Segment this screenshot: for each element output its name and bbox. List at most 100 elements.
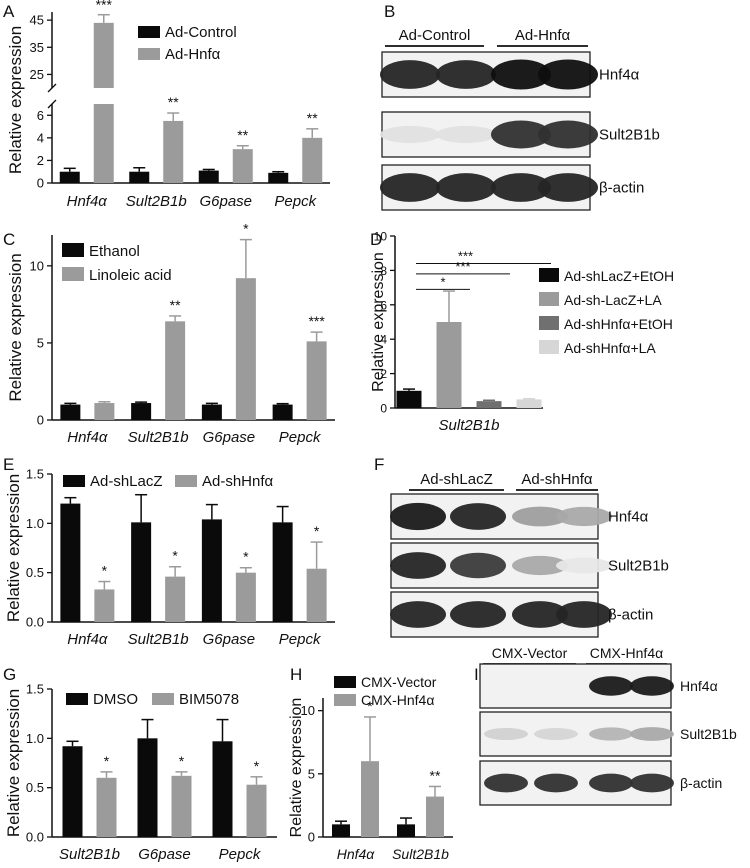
- blot-row-label: β-actin: [680, 775, 722, 791]
- blot-band: [630, 676, 674, 696]
- y-tick-label: 10: [374, 230, 388, 244]
- legend-label: Ad-sh-LacZ+LA: [564, 292, 662, 308]
- legend-swatch: [138, 48, 160, 60]
- blot-group-label: Ad-Hnfα: [515, 27, 571, 44]
- significance-label: *: [243, 221, 249, 237]
- blot-row-label: Hnf4α: [680, 678, 718, 694]
- y-tick-label: 4: [37, 130, 44, 145]
- y-tick-label: 0: [37, 176, 44, 191]
- legend-label: Ad-Control: [165, 24, 237, 41]
- bar: [60, 404, 81, 420]
- bar: [332, 824, 350, 837]
- x-tick-label: Pepck: [219, 846, 262, 863]
- blot-band: [538, 120, 598, 149]
- y-tick-label: 25: [30, 67, 44, 82]
- bar: [165, 576, 186, 622]
- legend-label: Linoleic acid: [89, 267, 172, 284]
- bracket-significance: ***: [458, 249, 473, 264]
- legend-label: BIM5078: [179, 691, 239, 708]
- y-tick-label: 2: [380, 367, 387, 381]
- blot-band: [589, 773, 633, 793]
- legend-label: Ad-shHnfα+EtOH: [564, 316, 673, 332]
- legend: DMSO BIM5078: [66, 691, 239, 708]
- legend-swatch: [62, 243, 84, 257]
- western-blot-panel-i: CMX-Vector CMX-Hnf4α Hnf4α Sult2B1b β-actin: [479, 645, 737, 806]
- legend-swatch: [539, 316, 559, 330]
- blot-band: [630, 727, 674, 741]
- y-tick-label: 4: [380, 333, 387, 347]
- y-tick-label: 8: [380, 264, 387, 278]
- blot-row-label: β-actin: [608, 607, 653, 624]
- blot-band: [380, 60, 440, 89]
- x-tick-label: Sult2B1b: [59, 846, 120, 863]
- legend: Ethanol Linoleic acid: [62, 243, 172, 284]
- x-tick-label: Hnf4α: [337, 846, 376, 862]
- blot-band: [538, 173, 598, 202]
- legend-swatch: [63, 475, 85, 487]
- legend-swatch: [539, 268, 559, 282]
- legend-swatch: [539, 292, 559, 306]
- panel-letter-f: F: [374, 455, 384, 474]
- bar: [426, 796, 444, 837]
- legend-swatch: [334, 694, 356, 706]
- blot-band: [436, 173, 496, 202]
- legend-label: Ethanol: [89, 243, 140, 260]
- y-tick-label: 1.5: [26, 467, 44, 482]
- bar: [361, 761, 379, 837]
- blot-band: [450, 552, 506, 579]
- blot-band: [534, 728, 578, 740]
- y-axis-label: Relative expression: [370, 252, 387, 392]
- y-axis-label: Relative expression: [288, 698, 305, 838]
- blot-band: [556, 506, 612, 527]
- y-tick-label: 0: [380, 402, 387, 416]
- bar: [306, 341, 327, 420]
- y-axis-label: Relative expression: [4, 474, 23, 622]
- panel-letter-c: C: [3, 230, 15, 249]
- blot-band: [450, 601, 506, 628]
- blots-layer: Ad-Control Ad-HnfαHnf4αSult2B1bβ-actinAd-…: [380, 27, 737, 806]
- bar: [212, 741, 233, 837]
- western-blot-panel-b: Ad-Control Ad-Hnfα Hnf4α Sult2B1b β-actin: [380, 27, 660, 211]
- blot-band: [556, 601, 612, 628]
- blot-row-label: Hnf4α: [599, 67, 640, 84]
- y-axis-label: Relative expression: [6, 26, 25, 174]
- x-tick-label: G6pase: [138, 846, 191, 863]
- x-tick-label: Hnf4α: [67, 193, 108, 210]
- significance-label: **: [237, 127, 248, 143]
- panel-letter-g: G: [3, 665, 16, 684]
- x-tick-label: Sult2B1b: [392, 846, 449, 862]
- bar: [60, 503, 81, 622]
- bar: [94, 589, 115, 622]
- legend-label: Ad-shHnfα+LA: [564, 340, 656, 356]
- bar: [62, 746, 83, 837]
- blot-band: [512, 555, 568, 576]
- bar-lower-segment: [93, 104, 114, 183]
- bracket-significance: *: [440, 274, 445, 289]
- legend-swatch: [175, 475, 197, 487]
- panel-letter-a: A: [3, 2, 15, 21]
- legend: Ad-Control Ad-Hnfα: [138, 24, 237, 63]
- bar: [306, 568, 327, 622]
- bar: [201, 404, 222, 420]
- legend: Ad-shLacZ Ad-shHnfα: [63, 473, 274, 490]
- bar: [268, 172, 289, 183]
- significance-label: *: [179, 753, 185, 769]
- bar: [436, 322, 462, 408]
- y-tick-label: 1.0: [26, 731, 44, 746]
- bar: [476, 401, 502, 408]
- y-axis-label: Relative expression: [6, 253, 25, 401]
- significance-label: **: [168, 94, 179, 110]
- y-tick-label: 1.0: [26, 516, 44, 531]
- y-tick-label: 1.5: [26, 682, 44, 697]
- x-tick-label: Hnf4α: [67, 631, 108, 648]
- significance-label: *: [314, 523, 320, 539]
- bar: [137, 738, 158, 837]
- blot-group-label: Ad-Control: [399, 27, 471, 44]
- y-tick-label: 6: [37, 108, 44, 123]
- bar: [129, 171, 150, 183]
- legend-label: DMSO: [93, 691, 138, 708]
- blot-band: [556, 557, 612, 574]
- blot-group-label: CMX-Hnf4α: [590, 645, 663, 661]
